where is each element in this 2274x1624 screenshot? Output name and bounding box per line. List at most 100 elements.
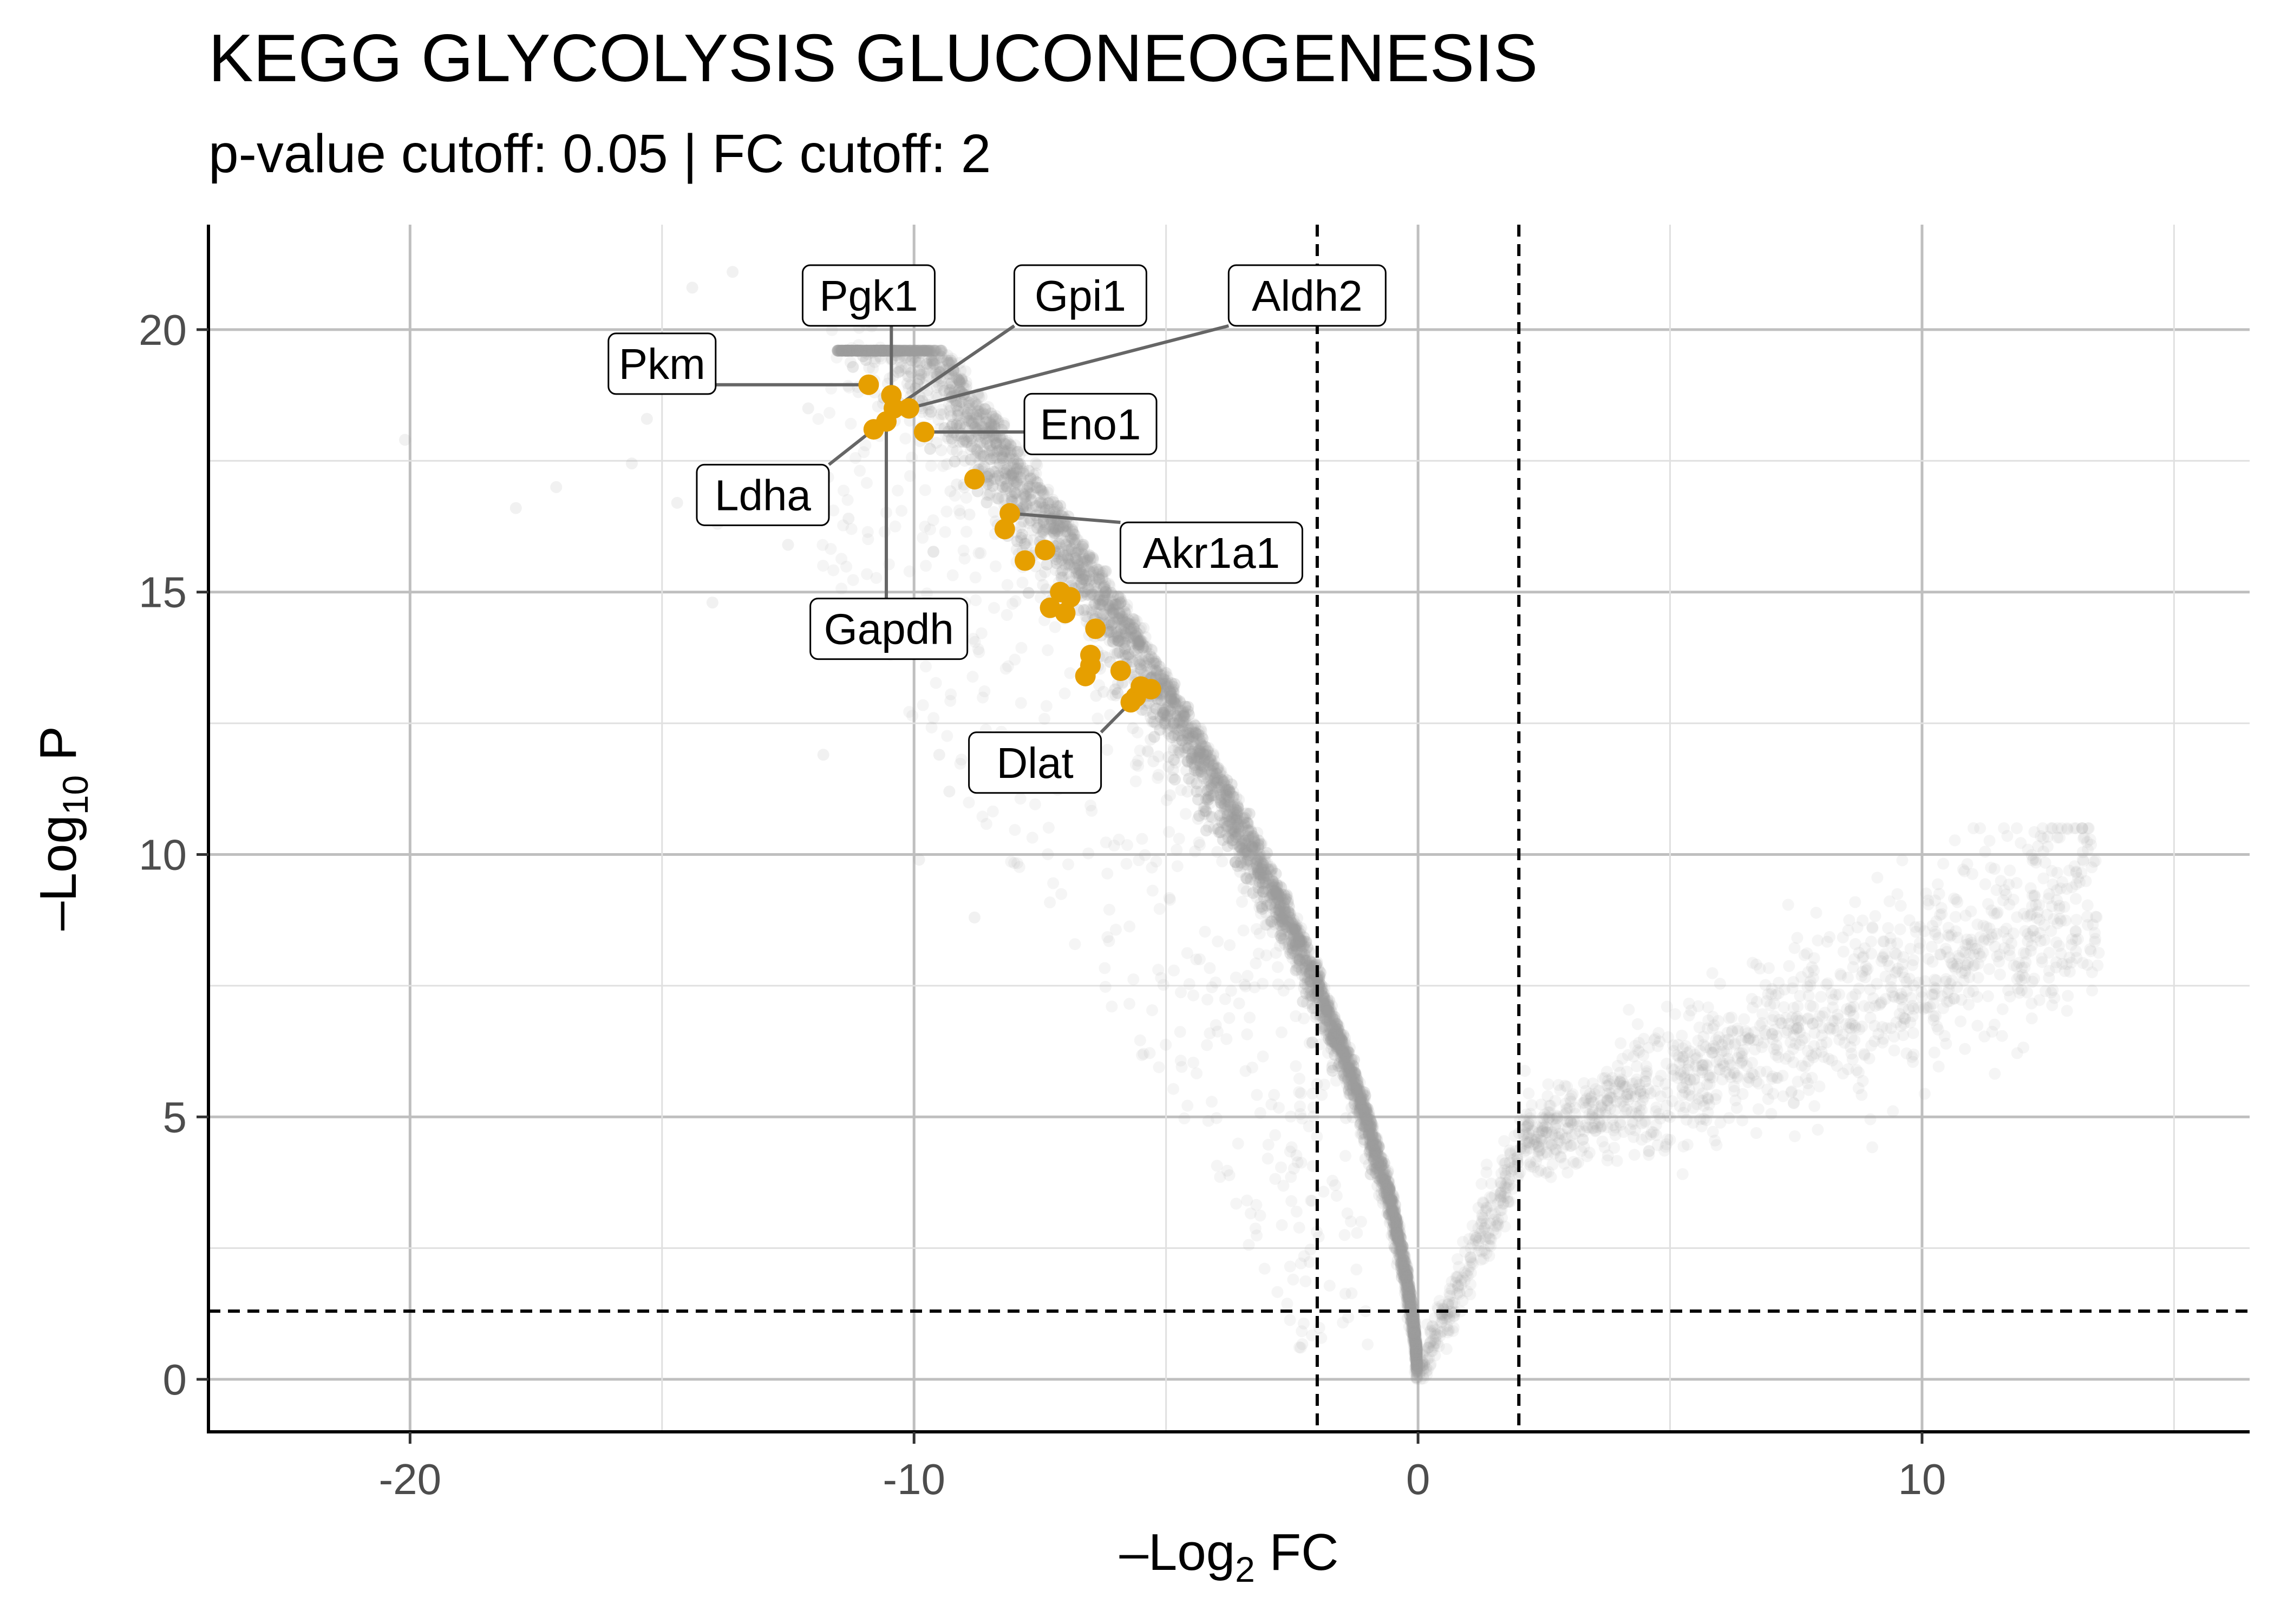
- gene-point: [1396, 1266, 1409, 1279]
- gene-point: [1093, 606, 1105, 618]
- gene-point: [1348, 1095, 1361, 1107]
- gene-point: [1391, 1234, 1404, 1247]
- gene-point: [932, 414, 945, 426]
- gene-point: [1075, 579, 1088, 591]
- gene-point: [1296, 964, 1308, 976]
- gene-point: [1177, 720, 1190, 732]
- gene-point: [1399, 1272, 1412, 1285]
- gene-point: [984, 441, 996, 454]
- gene-point: [1407, 1307, 1420, 1320]
- gene-point: [1121, 603, 1133, 615]
- gene-point: [1274, 900, 1286, 913]
- gene-point: [1239, 846, 1252, 858]
- gene-point: [1218, 797, 1230, 809]
- gene-point: [1352, 1098, 1364, 1110]
- gene-point: [842, 344, 855, 357]
- gene-point: [933, 349, 945, 361]
- gene-point: [1294, 925, 1306, 937]
- gene-point: [893, 351, 905, 363]
- gene-point: [1391, 1217, 1404, 1230]
- gene-point: [1275, 893, 1288, 905]
- gene-point: [1158, 708, 1171, 720]
- gene-point: [1197, 752, 1210, 764]
- gene-point: [944, 485, 957, 497]
- gene-point: [1401, 1276, 1414, 1289]
- gene-point: [928, 358, 940, 370]
- gene-point: [1392, 1235, 1404, 1247]
- gene-point: [1380, 1170, 1392, 1182]
- gene-point: [960, 379, 973, 392]
- gene-point: [1293, 953, 1306, 965]
- gene-point: [1354, 1088, 1367, 1101]
- gene-point: [1199, 801, 1211, 814]
- gene-point: [1338, 1055, 1350, 1067]
- gene-point: [1378, 1164, 1391, 1177]
- gene-point: [1079, 586, 1091, 599]
- gene-point: [1132, 642, 1145, 654]
- gene-point: [953, 436, 966, 448]
- gene-point: [871, 344, 884, 357]
- gene-point: [1407, 1311, 1420, 1323]
- gene-point: [1400, 1270, 1412, 1282]
- gene-point: [1249, 876, 1262, 888]
- gene-point: [1410, 1333, 1422, 1346]
- gene-point: [909, 351, 922, 364]
- gene-point: [1096, 569, 1108, 582]
- gene-point: [1408, 1324, 1421, 1337]
- gene-point: [1221, 780, 1234, 793]
- gene-point: [1042, 483, 1055, 496]
- gene-point: [907, 344, 919, 357]
- gene-point: [1201, 749, 1213, 761]
- gene-point: [1391, 1226, 1403, 1238]
- gene-point: [1089, 572, 1102, 584]
- gene-point: [1394, 1248, 1407, 1261]
- gene-point: [1194, 752, 1207, 764]
- gene-point: [1408, 1329, 1421, 1341]
- gene-point: [859, 344, 872, 357]
- gene-point: [1042, 522, 1055, 534]
- gene-point: [1336, 1050, 1349, 1062]
- gene-point: [1230, 791, 1243, 803]
- gene-point: [977, 408, 990, 420]
- gene-point: [1311, 997, 1324, 1010]
- chart-title: KEGG GLYCOLYSIS GLUCONEOGENESIS: [208, 21, 1538, 96]
- gene-point: [1362, 1109, 1375, 1121]
- gene-point: [1148, 716, 1161, 728]
- gene-point: [1365, 1127, 1378, 1140]
- gene-point: [1140, 660, 1153, 672]
- gene-point: [1358, 1114, 1370, 1126]
- gene-point: [1304, 946, 1316, 959]
- gene-point: [1382, 1176, 1395, 1188]
- gene-point: [1195, 739, 1207, 751]
- gene-point: [924, 443, 936, 455]
- gene-point: [1021, 484, 1033, 497]
- gene-point: [862, 344, 874, 357]
- gene-point: [1410, 1354, 1422, 1366]
- gene-point: [1383, 1175, 1395, 1188]
- gene-point: [1341, 1071, 1353, 1083]
- gene-point: [973, 447, 986, 460]
- gene-point: [1231, 798, 1244, 811]
- gene-point: [1407, 1301, 1420, 1313]
- gene-point: [1217, 776, 1230, 789]
- gene-point: [1380, 1184, 1393, 1197]
- gene-point: [1287, 932, 1299, 944]
- gene-point: [951, 478, 963, 490]
- gene-point: [967, 408, 979, 421]
- gene-point: [971, 446, 984, 458]
- gene-point: [1411, 1344, 1423, 1357]
- gene-point: [1378, 1171, 1391, 1184]
- gene-point: [1129, 636, 1141, 648]
- gene-point: [1410, 1344, 1422, 1357]
- gene-point: [849, 344, 861, 357]
- gene-point: [1137, 642, 1149, 654]
- gene-point: [1361, 1108, 1373, 1120]
- gene-point: [1106, 607, 1118, 619]
- gene-point: [1371, 1165, 1384, 1177]
- gene-point: [1119, 648, 1131, 660]
- gene-point: [998, 464, 1010, 476]
- gene-point: [1160, 667, 1173, 679]
- gene-point: [852, 344, 864, 357]
- gene-point: [1347, 1084, 1360, 1097]
- gene-point: [1061, 520, 1073, 533]
